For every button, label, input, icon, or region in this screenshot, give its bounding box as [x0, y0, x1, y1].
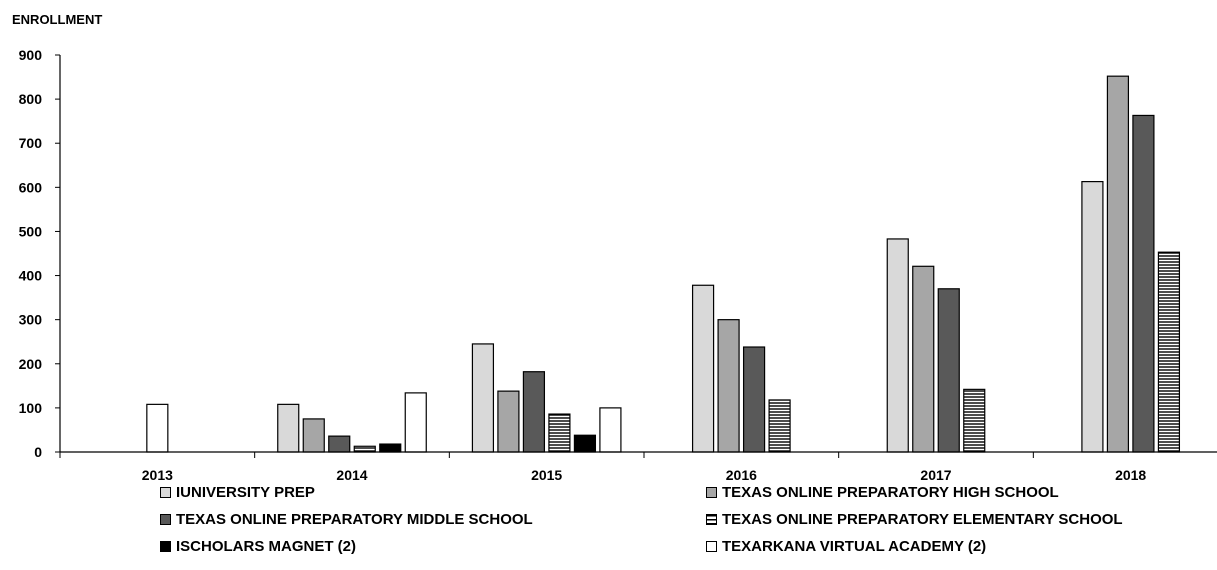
x-tick-label: 2016 [726, 467, 757, 483]
bar [497, 390, 520, 453]
bar [353, 445, 376, 453]
y-tick-label: 900 [19, 47, 43, 63]
bar [379, 443, 402, 453]
bar [573, 434, 597, 453]
bar [146, 403, 169, 453]
y-tick-label: 600 [19, 179, 43, 195]
y-tick-label: 700 [19, 135, 43, 151]
bar [963, 388, 986, 453]
bar [302, 418, 325, 453]
bar [937, 288, 960, 453]
bar [768, 399, 791, 453]
bar [717, 319, 740, 453]
bar [1081, 180, 1104, 453]
bar [1132, 114, 1155, 453]
x-tick-label: 2015 [531, 467, 562, 483]
bar [912, 265, 935, 453]
bar [471, 343, 495, 453]
bar [1106, 75, 1130, 453]
bar [404, 392, 427, 453]
y-tick-label: 300 [19, 312, 43, 328]
y-tick-label: 800 [19, 91, 43, 107]
x-tick-label: 2017 [920, 467, 951, 483]
bar [522, 371, 546, 453]
y-tick-label: 400 [19, 268, 43, 284]
x-tick-label: 2018 [1115, 467, 1146, 483]
y-tick-label: 100 [19, 400, 43, 416]
y-tick-label: 0 [34, 444, 42, 460]
bar [691, 284, 715, 453]
bar [277, 403, 300, 453]
y-axis-title: ENROLLMENT [12, 12, 102, 27]
bar [742, 346, 766, 453]
bar [599, 407, 622, 453]
x-tick-label: 2013 [142, 467, 173, 483]
bar [886, 238, 909, 453]
bar [328, 435, 351, 453]
y-tick-label: 500 [19, 223, 43, 239]
bar [1157, 251, 1181, 453]
bar [548, 413, 571, 453]
x-tick-label: 2014 [336, 467, 367, 483]
y-tick-label: 200 [19, 356, 43, 372]
